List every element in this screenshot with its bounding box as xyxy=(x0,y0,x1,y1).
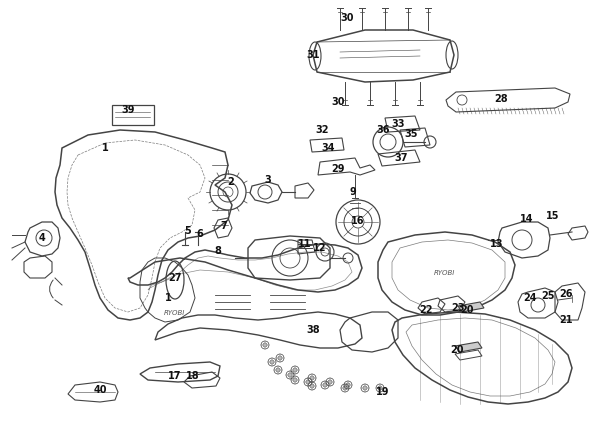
Text: 12: 12 xyxy=(313,243,327,253)
Text: 27: 27 xyxy=(168,273,182,283)
Text: 21: 21 xyxy=(559,315,573,325)
Text: 7: 7 xyxy=(221,221,227,231)
Text: 34: 34 xyxy=(321,143,335,153)
Text: 25: 25 xyxy=(541,291,555,301)
Text: 5: 5 xyxy=(184,226,191,236)
Text: 33: 33 xyxy=(391,119,405,129)
Text: 3: 3 xyxy=(264,175,272,185)
Text: RYOBI: RYOBI xyxy=(434,270,456,276)
Text: 11: 11 xyxy=(298,239,312,249)
Text: 14: 14 xyxy=(520,214,534,224)
Text: 22: 22 xyxy=(419,305,433,315)
Text: 30: 30 xyxy=(331,97,345,107)
Text: 17: 17 xyxy=(168,371,182,381)
Text: 32: 32 xyxy=(315,125,329,135)
Text: 15: 15 xyxy=(546,211,560,221)
Text: 9: 9 xyxy=(350,187,356,197)
Bar xyxy=(112,105,154,125)
Text: 30: 30 xyxy=(340,13,354,23)
Text: 8: 8 xyxy=(214,246,221,256)
Text: 13: 13 xyxy=(490,239,504,249)
Text: 6: 6 xyxy=(197,229,203,239)
Text: 1: 1 xyxy=(102,143,108,153)
Text: 16: 16 xyxy=(351,216,365,226)
Polygon shape xyxy=(458,302,484,312)
Text: 40: 40 xyxy=(93,385,107,395)
Text: 19: 19 xyxy=(376,387,390,397)
Text: 31: 31 xyxy=(306,50,320,60)
Text: 29: 29 xyxy=(331,164,345,174)
Text: 20: 20 xyxy=(450,345,464,355)
Text: 36: 36 xyxy=(376,125,390,135)
Text: 20: 20 xyxy=(460,305,474,315)
Text: 35: 35 xyxy=(404,129,418,139)
Text: 38: 38 xyxy=(306,325,320,335)
Text: 26: 26 xyxy=(559,289,573,299)
Text: 1: 1 xyxy=(164,293,171,303)
Text: 23: 23 xyxy=(451,303,465,313)
Text: 18: 18 xyxy=(186,371,200,381)
Text: 28: 28 xyxy=(494,94,508,104)
Polygon shape xyxy=(455,342,482,352)
Text: 4: 4 xyxy=(39,233,45,243)
Text: RYOBI: RYOBI xyxy=(164,310,186,316)
Text: 39: 39 xyxy=(121,105,135,115)
Text: 24: 24 xyxy=(523,293,537,303)
Text: 2: 2 xyxy=(227,177,234,187)
Text: 37: 37 xyxy=(394,153,408,163)
